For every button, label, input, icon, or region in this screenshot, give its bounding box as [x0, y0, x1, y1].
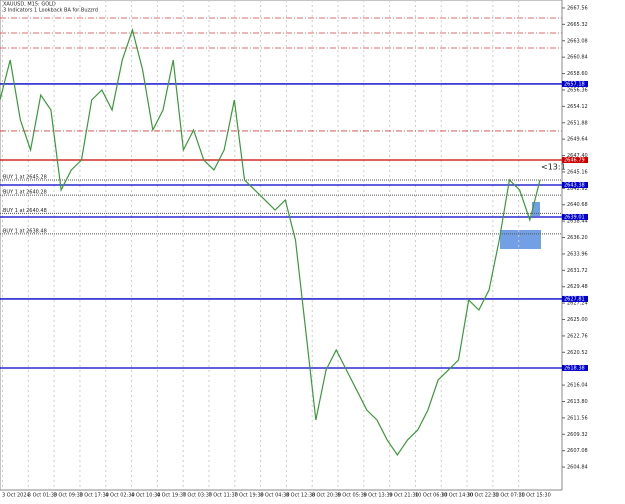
chart-title: XAUUSD, M15: GOLD — [3, 2, 56, 8]
x-tick-label: 3 Oct 01:30 — [28, 493, 57, 499]
x-tick-label: 9 Oct 21:30 — [389, 493, 418, 499]
y-tick-label: 2636.20 — [567, 235, 588, 241]
y-tick-label: 2654.12 — [567, 104, 588, 110]
plot-frame — [0, 0, 563, 491]
order-label: BUY 1 at 2640.28 — [3, 190, 47, 196]
order-label: BUY 1 at 2640.48 — [3, 208, 47, 214]
x-tick-label: 10 Oct 14:30 — [441, 493, 474, 499]
level-price-label: 2643.38 — [564, 182, 585, 188]
x-tick-label: 3 Oct 2024 — [2, 493, 30, 499]
x-tick-label: 9 Oct 05:30 — [338, 493, 367, 499]
y-tick-label: 2620.52 — [567, 350, 588, 356]
y-tick-label: 2658.60 — [567, 71, 588, 77]
y-tick-label: 2607.08 — [567, 448, 588, 454]
y-tick-label: 2651.88 — [567, 120, 588, 126]
y-tick-label: 2660.84 — [567, 55, 588, 61]
level-price-box — [562, 213, 588, 220]
y-tick-label: 2622.76 — [567, 333, 588, 339]
y-tick-label: 2665.32 — [567, 22, 588, 28]
y-tick-label: 2645.16 — [567, 169, 588, 175]
level-price-label: 2627.81 — [564, 296, 585, 302]
y-tick-label: 2638.44 — [567, 219, 588, 225]
x-tick-label: 4 Oct 10:30 — [131, 493, 160, 499]
level-price-label: 2618.38 — [564, 365, 585, 371]
y-tick-label: 2616.04 — [567, 383, 588, 389]
x-tick-label: 8 Oct 12:30 — [286, 493, 315, 499]
x-tick-label: 7 Oct 11:30 — [208, 493, 237, 499]
level-price-box — [562, 364, 588, 371]
y-tick-label: 2625.00 — [567, 317, 588, 323]
x-tick-label: 8 Oct 20:30 — [312, 493, 341, 499]
y-tick-label: 2642.92 — [567, 186, 588, 192]
x-tick-label: 3 Oct 09:30 — [54, 493, 83, 499]
y-tick-label: 2649.64 — [567, 137, 588, 143]
y-tick-label: 2647.40 — [567, 153, 588, 159]
zone — [500, 230, 541, 249]
y-tick-label: 2611.56 — [567, 415, 588, 421]
y-tick-label: 2667.56 — [567, 5, 588, 11]
y-tick-label: 2640.68 — [567, 202, 588, 208]
level-price-label: 2657.18 — [564, 81, 585, 87]
y-tick-label: 2663.08 — [567, 38, 588, 44]
level-price-label: 2639.01 — [564, 214, 585, 220]
y-tick-label: 2629.48 — [567, 284, 588, 290]
y-tick-label: 2627.24 — [567, 301, 588, 307]
x-tick-label: 9 Oct 13:30 — [363, 493, 392, 499]
x-tick-label: 3 Oct 17:30 — [79, 493, 108, 499]
x-tick-label: 10 Oct 06:30 — [415, 493, 448, 499]
x-tick-label: 8 Oct 04:30 — [260, 493, 289, 499]
annotation: <13:1 — [541, 163, 566, 172]
y-tick-label: 2604.84 — [567, 465, 588, 471]
x-tick-label: 4 Oct 02:30 — [105, 493, 134, 499]
level-price-box — [562, 80, 588, 87]
y-tick-label: 2631.72 — [567, 268, 588, 274]
y-tick-label: 2633.96 — [567, 251, 588, 257]
order-label: BUY 1 at 2645.28 — [3, 174, 47, 180]
x-tick-label: 11 Oct 07:30 — [492, 493, 525, 499]
x-tick-label: 4 Oct 19:30 — [157, 493, 186, 499]
x-tick-label: 10 Oct 22:30 — [467, 493, 500, 499]
x-tick-label: 7 Oct 19:30 — [234, 493, 263, 499]
level-price-box — [562, 181, 588, 188]
chart-subtitle: 3 Indicators 1 Lookback BA for Buzzrd — [3, 8, 98, 14]
level-price-box — [562, 295, 588, 302]
x-tick-label: 11 Oct 15:30 — [518, 493, 551, 499]
level-price-label: 2646.79 — [564, 158, 585, 164]
price-line — [0, 27, 541, 457]
zone — [532, 202, 540, 216]
y-tick-label: 2613.80 — [567, 399, 588, 405]
y-tick-label: 2656.36 — [567, 87, 588, 93]
order-label: BUY 1 at 2638.48 — [3, 228, 47, 234]
level-price-box — [562, 157, 588, 164]
y-tick-label: 2609.32 — [567, 432, 588, 438]
x-tick-label: 7 Oct 03:30 — [183, 493, 212, 499]
